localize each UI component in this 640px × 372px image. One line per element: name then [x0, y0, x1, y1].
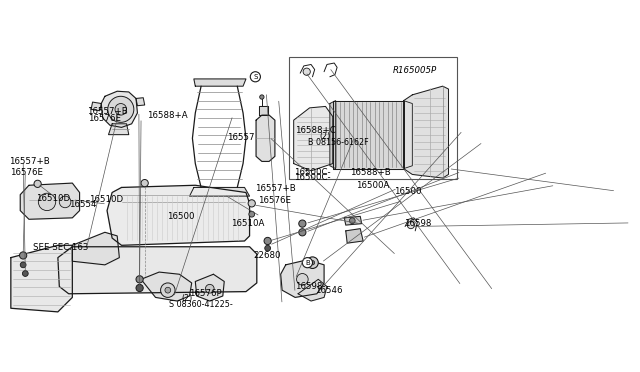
- Text: 16510D: 16510D: [89, 196, 123, 205]
- Circle shape: [20, 262, 26, 268]
- Text: 16588+B: 16588+B: [349, 168, 390, 177]
- Text: 16576E: 16576E: [10, 167, 43, 176]
- Text: 16500C-: 16500C-: [294, 173, 331, 182]
- Circle shape: [265, 245, 271, 251]
- Text: 16500A: 16500A: [356, 181, 389, 190]
- Circle shape: [60, 196, 71, 208]
- Polygon shape: [194, 79, 246, 86]
- Polygon shape: [259, 106, 268, 115]
- Text: 16588+A: 16588+A: [147, 111, 188, 120]
- Text: 16576E: 16576E: [259, 196, 291, 205]
- Polygon shape: [141, 272, 192, 301]
- Circle shape: [296, 273, 308, 285]
- Text: 16557+B: 16557+B: [9, 157, 50, 166]
- Polygon shape: [281, 260, 324, 297]
- Text: (2): (2): [319, 132, 331, 141]
- Text: 16576P: 16576P: [189, 289, 221, 298]
- Text: 16546: 16546: [315, 286, 342, 295]
- Circle shape: [299, 220, 306, 227]
- Polygon shape: [109, 124, 129, 135]
- Circle shape: [38, 193, 56, 211]
- Text: 16557+B: 16557+B: [255, 184, 296, 193]
- Polygon shape: [344, 217, 362, 225]
- Text: 16500: 16500: [394, 187, 422, 196]
- Polygon shape: [195, 274, 224, 301]
- Circle shape: [22, 271, 28, 276]
- Text: 16588+C: 16588+C: [296, 126, 336, 135]
- Text: S 08360-41225-: S 08360-41225-: [169, 301, 233, 310]
- Text: 16510A: 16510A: [230, 219, 264, 228]
- Circle shape: [108, 96, 134, 122]
- Circle shape: [248, 200, 255, 207]
- Text: 16500C-: 16500C-: [294, 167, 331, 176]
- Polygon shape: [101, 91, 138, 127]
- Polygon shape: [72, 232, 119, 265]
- Text: B 08156-6162F: B 08156-6162F: [308, 138, 369, 147]
- Polygon shape: [107, 185, 250, 245]
- Circle shape: [250, 72, 260, 82]
- Circle shape: [115, 103, 127, 115]
- Text: 16576E: 16576E: [88, 114, 121, 123]
- Circle shape: [310, 260, 315, 265]
- Circle shape: [136, 284, 143, 292]
- Text: 16554: 16554: [68, 200, 96, 209]
- Polygon shape: [346, 229, 363, 243]
- Text: 16557: 16557: [227, 132, 254, 141]
- Circle shape: [249, 211, 255, 217]
- Bar: [289, 57, 457, 179]
- Text: SEE SEC.163: SEE SEC.163: [33, 243, 89, 252]
- Polygon shape: [404, 86, 449, 178]
- Circle shape: [302, 258, 312, 268]
- Polygon shape: [330, 101, 335, 169]
- Circle shape: [260, 95, 264, 99]
- Text: 16598: 16598: [404, 219, 431, 228]
- Polygon shape: [91, 102, 101, 111]
- Circle shape: [165, 287, 171, 293]
- Polygon shape: [136, 98, 145, 106]
- Polygon shape: [58, 247, 257, 294]
- Circle shape: [264, 237, 271, 245]
- Polygon shape: [333, 101, 404, 169]
- Text: 16598: 16598: [296, 282, 323, 291]
- Circle shape: [136, 276, 143, 283]
- Polygon shape: [294, 106, 333, 171]
- Polygon shape: [256, 115, 275, 161]
- Circle shape: [20, 252, 27, 259]
- Circle shape: [205, 284, 214, 293]
- Text: 16510D: 16510D: [36, 195, 70, 203]
- Text: 22680: 22680: [253, 251, 281, 260]
- Polygon shape: [11, 245, 72, 312]
- Polygon shape: [404, 101, 412, 169]
- Circle shape: [161, 283, 175, 297]
- Circle shape: [349, 218, 355, 224]
- Text: B: B: [305, 260, 310, 266]
- Polygon shape: [298, 279, 327, 301]
- Circle shape: [303, 68, 310, 75]
- Circle shape: [141, 179, 148, 187]
- Polygon shape: [189, 187, 250, 196]
- Circle shape: [407, 221, 415, 229]
- Circle shape: [34, 180, 41, 187]
- Text: 16500: 16500: [166, 212, 194, 221]
- Circle shape: [307, 257, 318, 269]
- Text: (2): (2): [182, 294, 193, 303]
- Circle shape: [299, 229, 306, 236]
- Text: R165005P: R165005P: [392, 66, 437, 75]
- Text: 16557+B: 16557+B: [87, 108, 128, 116]
- Polygon shape: [20, 183, 79, 219]
- Text: S: S: [253, 74, 257, 80]
